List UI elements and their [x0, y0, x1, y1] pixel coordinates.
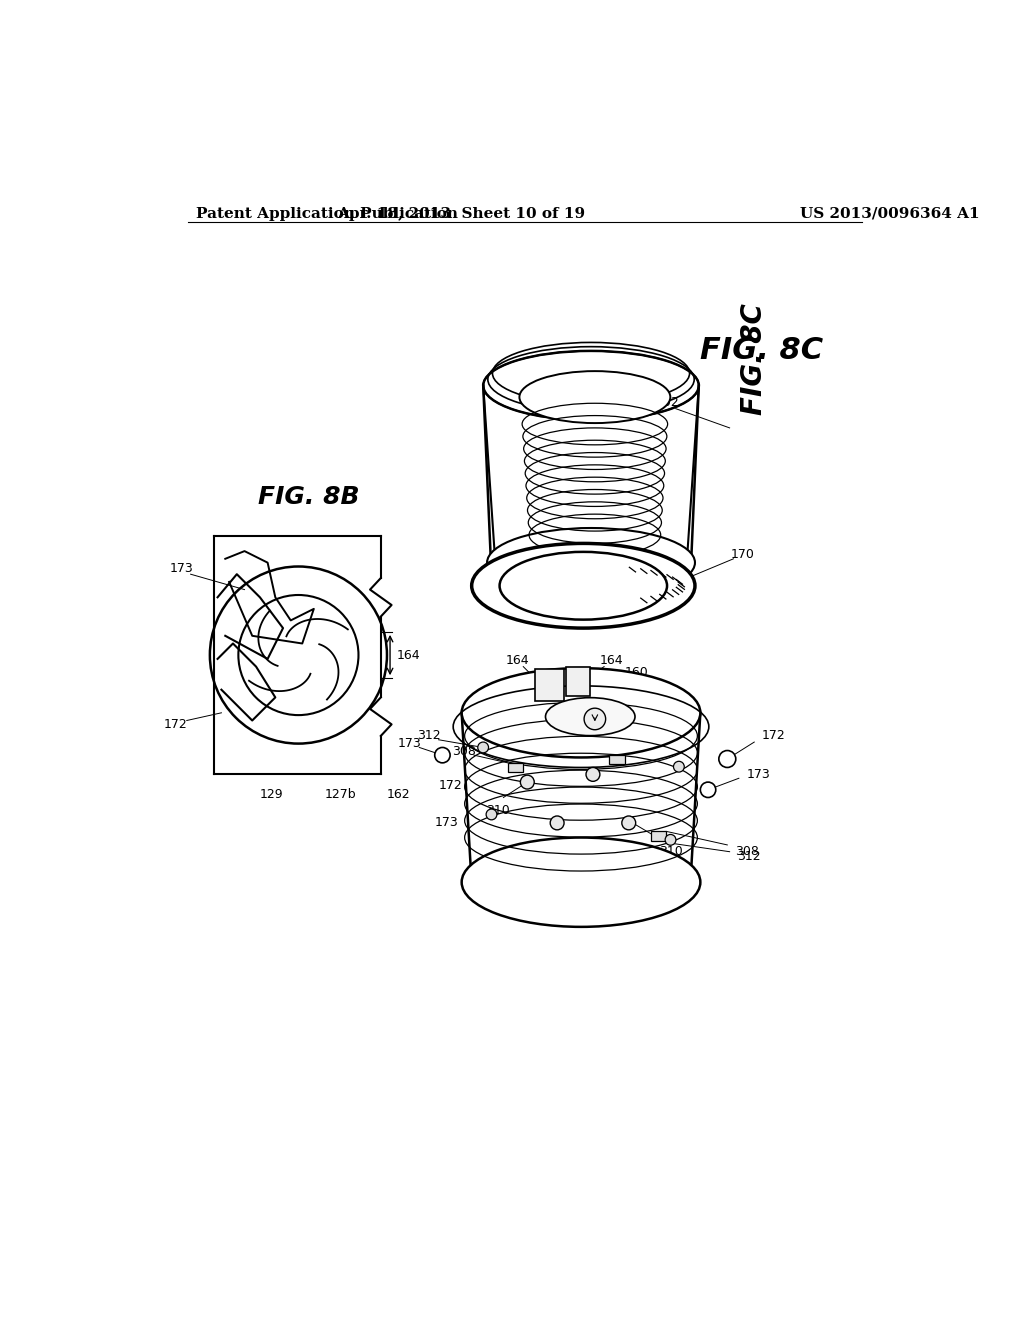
Text: 164: 164 [600, 653, 624, 667]
Circle shape [584, 708, 605, 730]
FancyBboxPatch shape [535, 669, 564, 701]
Ellipse shape [462, 668, 700, 758]
Text: 173: 173 [434, 816, 458, 829]
Text: 308: 308 [504, 906, 527, 919]
Text: 173: 173 [170, 561, 194, 574]
Text: Apr. 18, 2013  Sheet 10 of 19: Apr. 18, 2013 Sheet 10 of 19 [338, 207, 586, 220]
Text: 127a: 127a [592, 898, 624, 911]
Text: 302: 302 [654, 396, 678, 409]
Circle shape [674, 762, 684, 772]
Circle shape [478, 742, 488, 752]
Ellipse shape [519, 371, 671, 424]
Text: 162: 162 [387, 788, 411, 801]
Text: 160: 160 [625, 667, 648, 680]
Circle shape [520, 775, 535, 789]
Ellipse shape [472, 544, 695, 628]
Text: 312: 312 [418, 730, 441, 742]
Circle shape [666, 834, 676, 845]
FancyBboxPatch shape [565, 667, 590, 696]
Text: 308: 308 [452, 744, 476, 758]
Ellipse shape [462, 838, 700, 927]
Text: 129: 129 [260, 788, 284, 801]
Circle shape [486, 809, 497, 820]
Text: 164: 164 [396, 648, 420, 661]
Text: 310: 310 [658, 845, 682, 858]
Circle shape [586, 767, 600, 781]
Ellipse shape [546, 698, 635, 735]
FancyBboxPatch shape [651, 832, 667, 841]
Text: 129: 129 [504, 894, 527, 907]
Text: 164: 164 [506, 653, 529, 667]
FancyBboxPatch shape [508, 763, 523, 772]
Text: FIG. 8C: FIG. 8C [700, 337, 823, 366]
Text: 172: 172 [762, 730, 785, 742]
Text: 154: 154 [561, 898, 585, 911]
Text: Patent Application Publication: Patent Application Publication [196, 207, 458, 220]
Text: 170: 170 [731, 548, 755, 561]
Text: FIG. 8C: FIG. 8C [740, 302, 768, 414]
Text: 310: 310 [485, 804, 509, 817]
FancyBboxPatch shape [609, 755, 625, 764]
Text: 308: 308 [735, 845, 759, 858]
Text: 330: 330 [564, 593, 588, 606]
Text: 172: 172 [164, 718, 187, 731]
Text: US 2013/0096364 A1: US 2013/0096364 A1 [801, 207, 980, 220]
Circle shape [719, 751, 736, 767]
Text: FIG. 8B: FIG. 8B [258, 486, 360, 510]
Circle shape [435, 747, 451, 763]
Text: 173: 173 [746, 768, 770, 781]
Circle shape [700, 781, 716, 797]
Text: 173: 173 [397, 737, 421, 750]
Ellipse shape [487, 528, 695, 598]
Circle shape [550, 816, 564, 830]
Circle shape [622, 816, 636, 830]
Text: 310: 310 [545, 894, 569, 907]
Text: 172: 172 [438, 779, 462, 792]
Text: 127b: 127b [325, 788, 356, 801]
Text: 312: 312 [546, 906, 569, 919]
Ellipse shape [500, 552, 667, 619]
Text: 312: 312 [737, 850, 761, 863]
